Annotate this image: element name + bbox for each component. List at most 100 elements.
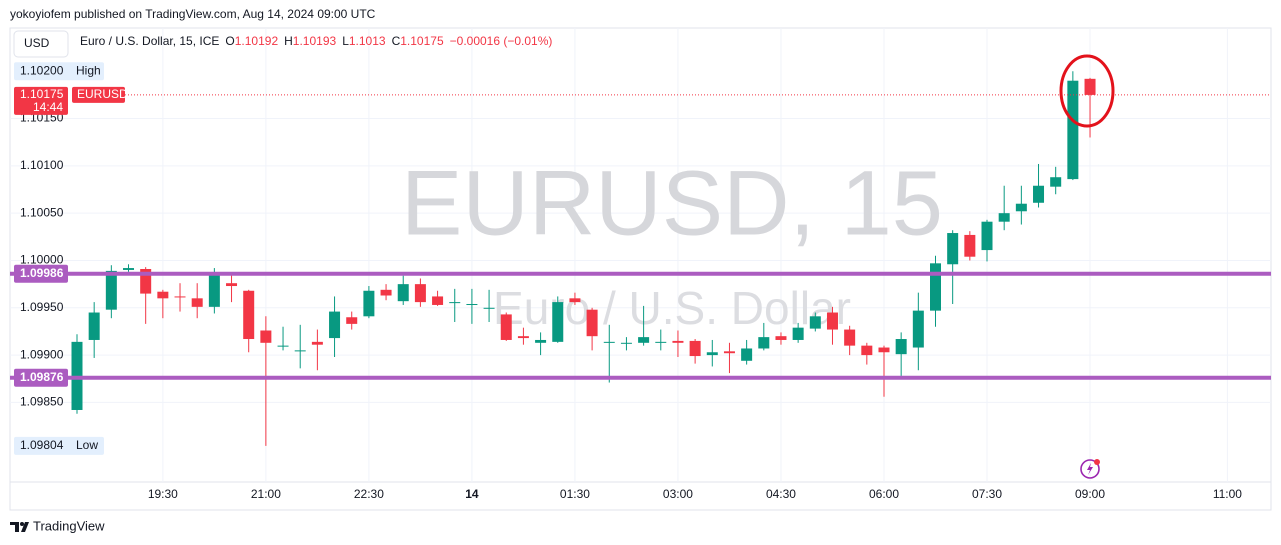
ohlc-label: L [342, 34, 349, 48]
candle-body [964, 234, 976, 257]
logo-mark [10, 522, 29, 532]
candle-body [432, 296, 444, 305]
icon-ring [1080, 459, 1100, 479]
highlight-circle [1059, 54, 1115, 128]
y-tick-label: 1.09850 [20, 395, 64, 409]
candle-body [483, 307, 495, 309]
candle-body [930, 263, 941, 311]
candle-body [741, 348, 753, 361]
candle-body [878, 347, 890, 353]
currency-button[interactable] [13, 30, 69, 58]
y-tick-label: 1.09900 [20, 347, 64, 361]
candle-body [277, 345, 289, 347]
candle-body [191, 298, 203, 307]
symbol-label: EURUSD [77, 87, 128, 101]
legend: Euro / U.S. Dollar, 15, ICE O1.10192 H 1.10… [80, 34, 552, 48]
candle-body [243, 290, 255, 340]
horizontal-line-label: 1.09986 [20, 266, 64, 280]
candle-body [380, 289, 392, 296]
author-line: yokoyiofem published on TradingView.com,… [10, 7, 376, 21]
x-tick-label: 22:30 [354, 487, 384, 501]
horizontal-line-badge [14, 368, 68, 387]
candle-body [363, 290, 375, 317]
candle-body [947, 233, 959, 265]
candle-body [620, 342, 632, 344]
candle-body [1015, 203, 1027, 212]
grid [10, 28, 1271, 482]
candle-body [706, 352, 718, 356]
y-tick-label: 1.10050 [20, 205, 64, 219]
candle-body [123, 268, 135, 270]
x-tick-label: 01:30 [560, 487, 590, 501]
candle-body [88, 312, 100, 340]
price-marker-badge [14, 436, 104, 455]
x-tick-label: 11:00 [1213, 487, 1242, 501]
price-marker-value: 1.09804 [20, 438, 64, 452]
symbol-badge [72, 86, 125, 103]
candle-body [792, 327, 804, 340]
candle-body [517, 336, 529, 339]
y-tick-label: 1.09950 [20, 300, 64, 314]
ohlc-label: H [284, 34, 293, 48]
x-tick-label: 21:00 [251, 487, 281, 501]
candle-body [157, 291, 169, 299]
icon-bolt [1087, 463, 1093, 475]
candle-body [689, 340, 701, 357]
last-price-label: 1.10175 [20, 87, 64, 101]
watermark-symbol: EURUSD, 15 [401, 152, 943, 254]
candle-body [140, 269, 152, 294]
horizontal-line-badge [14, 264, 68, 283]
candle-body [758, 337, 770, 349]
price-marker-value: 1.10200 [20, 63, 64, 77]
candle-body [105, 270, 117, 310]
candle-body [672, 340, 684, 343]
candle-body [466, 304, 478, 306]
candle-body [414, 284, 426, 303]
instrument: Euro / U.S. Dollar, 15, ICE [80, 34, 219, 48]
icon-dot [1094, 459, 1100, 465]
brand-logo [10, 522, 29, 532]
ohlc-value: 1.1013 [349, 34, 386, 48]
watermark-description: Euro / U.S. Dollar [493, 282, 851, 334]
price-marker-text: High [76, 63, 101, 77]
candle-body [861, 345, 873, 356]
logo-dot [20, 522, 24, 526]
x-tick-label: 14 [465, 487, 479, 501]
candle-body [844, 329, 856, 346]
candle-body [895, 339, 907, 355]
candle-body [311, 341, 323, 345]
x-tick-label: 09:00 [1075, 487, 1105, 501]
ohlc-value: 1.10192 [235, 34, 279, 48]
price-marker-badge [14, 62, 104, 81]
x-tick-label: 04:30 [766, 487, 796, 501]
candle-body [449, 302, 461, 304]
candle-body [775, 336, 787, 340]
candle-body [998, 213, 1010, 222]
candle-body [346, 317, 358, 324]
candle-body [329, 311, 341, 339]
ohlc-label: O [225, 34, 234, 48]
y-tick-label: 1.10100 [20, 158, 64, 172]
horizontal-line-label: 1.09876 [20, 370, 64, 384]
ohlc-label: C [392, 34, 401, 48]
candle-body [208, 274, 220, 307]
alert-icon[interactable] [1080, 459, 1100, 479]
candle-body [586, 309, 598, 337]
candle-body [1084, 78, 1096, 95]
candle-body [638, 337, 650, 343]
candle-body [500, 314, 512, 340]
candle-body [569, 298, 581, 303]
ohlc-value: 1.10175 [400, 34, 444, 48]
candle-body [603, 341, 615, 343]
candle-body [552, 302, 564, 342]
change: −0.00016 (−0.01%) [450, 34, 553, 48]
candle-body [1067, 80, 1079, 180]
candle-body [655, 341, 667, 343]
candle-body [912, 310, 924, 348]
last-price-badge [14, 86, 68, 115]
currency[interactable]: USD [24, 36, 50, 50]
price-marker-text: Low [76, 438, 98, 452]
candle-body [294, 350, 306, 352]
x-tick-label: 07:30 [972, 487, 1002, 501]
